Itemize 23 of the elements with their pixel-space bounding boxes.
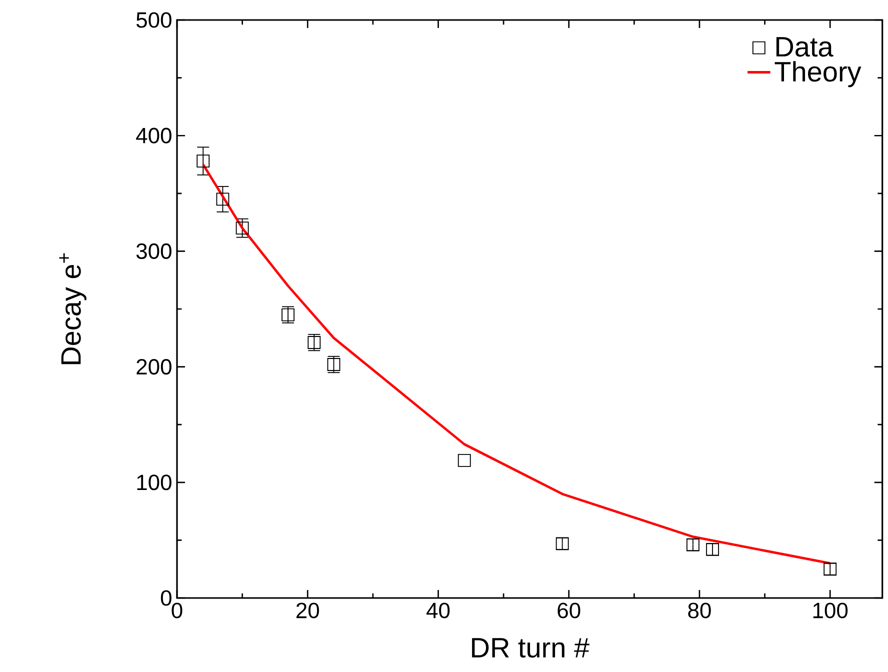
point bbox=[216, 192, 230, 206]
legend-label: Theory bbox=[774, 61, 862, 88]
y-tick-label: 400 bbox=[136, 128, 172, 144]
legend-label: Data bbox=[776, 37, 834, 57]
point bbox=[327, 358, 340, 371]
point bbox=[458, 454, 471, 467]
x-tick-label: 40 bbox=[426, 602, 450, 618]
y-tick-label: 300 bbox=[136, 243, 172, 259]
x-tick-label: 0 bbox=[172, 602, 182, 618]
point bbox=[196, 154, 210, 168]
y-axis-title: Decay e$^{+}$ bbox=[59, 253, 86, 364]
y-tick-label: 500 bbox=[136, 12, 172, 28]
line-series bbox=[202, 163, 832, 565]
y-tick-label: 100 bbox=[137, 474, 172, 490]
point bbox=[236, 222, 249, 235]
point bbox=[308, 336, 321, 349]
x-tick-label: 20 bbox=[296, 602, 319, 618]
x-tick-label: 100 bbox=[813, 602, 848, 618]
x-tick-label: 80 bbox=[688, 602, 711, 618]
x-axis-title: DR turn # bbox=[472, 638, 590, 658]
y-tick-label: 200 bbox=[136, 359, 172, 375]
x-tick-label: 60 bbox=[558, 602, 580, 618]
y-tick-label: 0 bbox=[160, 590, 172, 606]
